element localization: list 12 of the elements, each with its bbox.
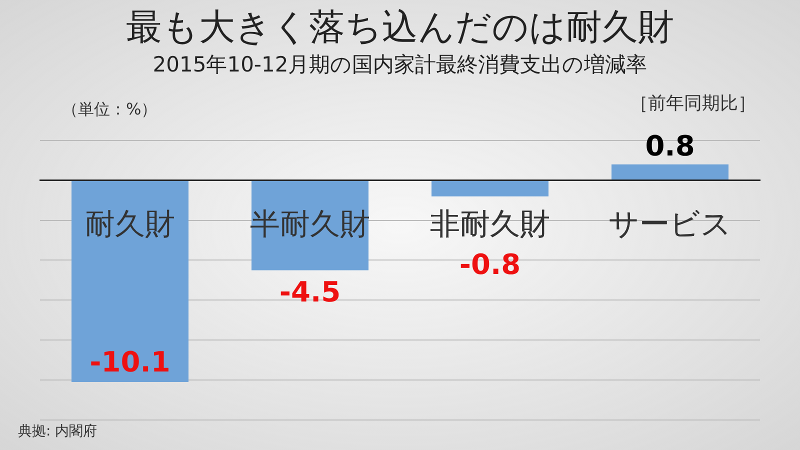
x-tick-label: サービス [608, 207, 732, 242]
data-label: -0.8 [459, 248, 521, 282]
text: 典拠: 内閣府 [18, 424, 98, 440]
chart-subtitle: 2015年10-12月期の国内家計最終消費支出の増減率 [152, 52, 648, 76]
data-label: -10.1 [90, 345, 170, 378]
x-tick-label: 非耐久財 [430, 207, 550, 242]
data-label: 0.8 [645, 130, 695, 163]
text: （単位：%） [62, 100, 158, 119]
chart-title: 最も大きく落ち込んだのは耐久財 [126, 6, 674, 48]
data-label: -4.5 [279, 275, 341, 308]
x-tick-label: 耐久財 [85, 207, 175, 242]
text: ［前年同期比］ [630, 93, 756, 114]
